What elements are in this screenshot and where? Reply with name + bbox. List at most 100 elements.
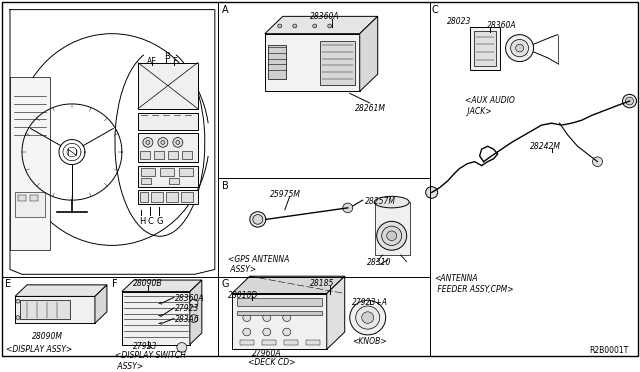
Text: <ANTENNA
 FEEDER ASSY,CPM>: <ANTENNA FEEDER ASSY,CPM> bbox=[435, 274, 513, 294]
Circle shape bbox=[243, 328, 251, 336]
Polygon shape bbox=[190, 280, 202, 344]
Polygon shape bbox=[15, 285, 107, 296]
Bar bbox=[18, 195, 26, 201]
Ellipse shape bbox=[374, 196, 409, 208]
Text: 25975M: 25975M bbox=[270, 190, 301, 199]
Circle shape bbox=[623, 94, 637, 108]
Bar bbox=[15, 296, 95, 323]
Polygon shape bbox=[265, 16, 378, 34]
Circle shape bbox=[143, 138, 153, 147]
Text: <GPS ANTENNA
 ASSY>: <GPS ANTENNA ASSY> bbox=[228, 255, 289, 275]
Text: F: F bbox=[172, 57, 177, 66]
Text: 27960A: 27960A bbox=[252, 349, 282, 358]
Text: 28010D: 28010D bbox=[228, 291, 258, 299]
Circle shape bbox=[250, 212, 266, 227]
Bar bbox=[138, 62, 198, 109]
Circle shape bbox=[362, 312, 374, 323]
Bar bbox=[237, 298, 322, 306]
Circle shape bbox=[349, 300, 386, 335]
Bar bbox=[181, 192, 193, 202]
Text: A: A bbox=[222, 5, 228, 15]
Text: C: C bbox=[148, 217, 154, 225]
Polygon shape bbox=[327, 276, 345, 349]
Text: AE: AE bbox=[147, 57, 157, 66]
Circle shape bbox=[278, 24, 282, 28]
Circle shape bbox=[381, 226, 402, 246]
Text: <KNOB>: <KNOB> bbox=[352, 337, 387, 346]
Circle shape bbox=[313, 24, 317, 28]
Text: H: H bbox=[139, 217, 145, 225]
Text: 28360A: 28360A bbox=[175, 294, 205, 302]
Bar bbox=[179, 169, 193, 176]
Bar bbox=[154, 151, 164, 159]
Text: 28242M: 28242M bbox=[529, 142, 561, 151]
Circle shape bbox=[283, 328, 291, 336]
Circle shape bbox=[263, 314, 271, 321]
Polygon shape bbox=[122, 280, 202, 292]
Bar bbox=[182, 151, 192, 159]
Bar bbox=[30, 195, 38, 201]
Text: G: G bbox=[222, 279, 229, 289]
Bar bbox=[306, 340, 320, 346]
Circle shape bbox=[16, 316, 20, 320]
Circle shape bbox=[263, 328, 271, 336]
Bar bbox=[320, 41, 355, 85]
Text: R2B0001T: R2B0001T bbox=[589, 346, 628, 355]
Bar bbox=[141, 169, 155, 176]
Text: B: B bbox=[222, 181, 228, 191]
Bar bbox=[20, 300, 70, 320]
Circle shape bbox=[176, 141, 180, 144]
Bar bbox=[122, 292, 190, 344]
Text: B: B bbox=[164, 52, 170, 61]
Bar bbox=[268, 45, 286, 79]
Bar bbox=[262, 340, 276, 346]
Bar bbox=[237, 311, 322, 315]
Circle shape bbox=[328, 24, 332, 28]
Circle shape bbox=[426, 187, 438, 198]
Circle shape bbox=[387, 231, 397, 241]
Text: 28360A: 28360A bbox=[310, 12, 339, 20]
Circle shape bbox=[243, 314, 251, 321]
Text: 28023: 28023 bbox=[447, 17, 471, 26]
Text: <DISPLAY ASSY>: <DISPLAY ASSY> bbox=[6, 344, 72, 353]
Circle shape bbox=[377, 221, 406, 250]
Bar bbox=[141, 178, 151, 184]
Circle shape bbox=[253, 215, 263, 224]
Bar bbox=[474, 31, 495, 66]
Bar bbox=[140, 151, 150, 159]
Polygon shape bbox=[232, 276, 345, 294]
Circle shape bbox=[292, 24, 297, 28]
Text: E: E bbox=[5, 279, 11, 289]
Text: 27923+A: 27923+A bbox=[352, 298, 388, 307]
Bar bbox=[169, 178, 179, 184]
Text: 28261M: 28261M bbox=[355, 104, 386, 113]
Circle shape bbox=[158, 138, 168, 147]
Bar bbox=[374, 202, 410, 255]
Circle shape bbox=[506, 35, 534, 62]
Text: <DISPLAY SWITCH
 ASSY>: <DISPLAY SWITCH ASSY> bbox=[115, 351, 186, 371]
Text: 28310: 28310 bbox=[367, 258, 391, 267]
Bar bbox=[284, 340, 298, 346]
Circle shape bbox=[173, 138, 183, 147]
Text: 28090M: 28090M bbox=[32, 332, 63, 341]
Circle shape bbox=[516, 44, 524, 52]
Circle shape bbox=[16, 299, 20, 303]
Text: 27923: 27923 bbox=[175, 304, 199, 313]
Bar bbox=[240, 340, 254, 346]
Text: 28185: 28185 bbox=[310, 279, 334, 288]
Bar bbox=[160, 169, 174, 176]
Circle shape bbox=[190, 299, 198, 307]
Text: C: C bbox=[431, 5, 438, 15]
Polygon shape bbox=[95, 285, 107, 323]
Bar bbox=[470, 27, 500, 70]
Bar bbox=[166, 192, 178, 202]
Bar bbox=[265, 34, 360, 92]
Text: F: F bbox=[112, 279, 118, 289]
Bar bbox=[10, 77, 50, 250]
Bar bbox=[15, 192, 45, 217]
Bar bbox=[168, 151, 178, 159]
Circle shape bbox=[511, 39, 529, 57]
Text: 28360A: 28360A bbox=[486, 21, 516, 30]
Bar bbox=[151, 192, 163, 202]
Circle shape bbox=[283, 314, 291, 321]
